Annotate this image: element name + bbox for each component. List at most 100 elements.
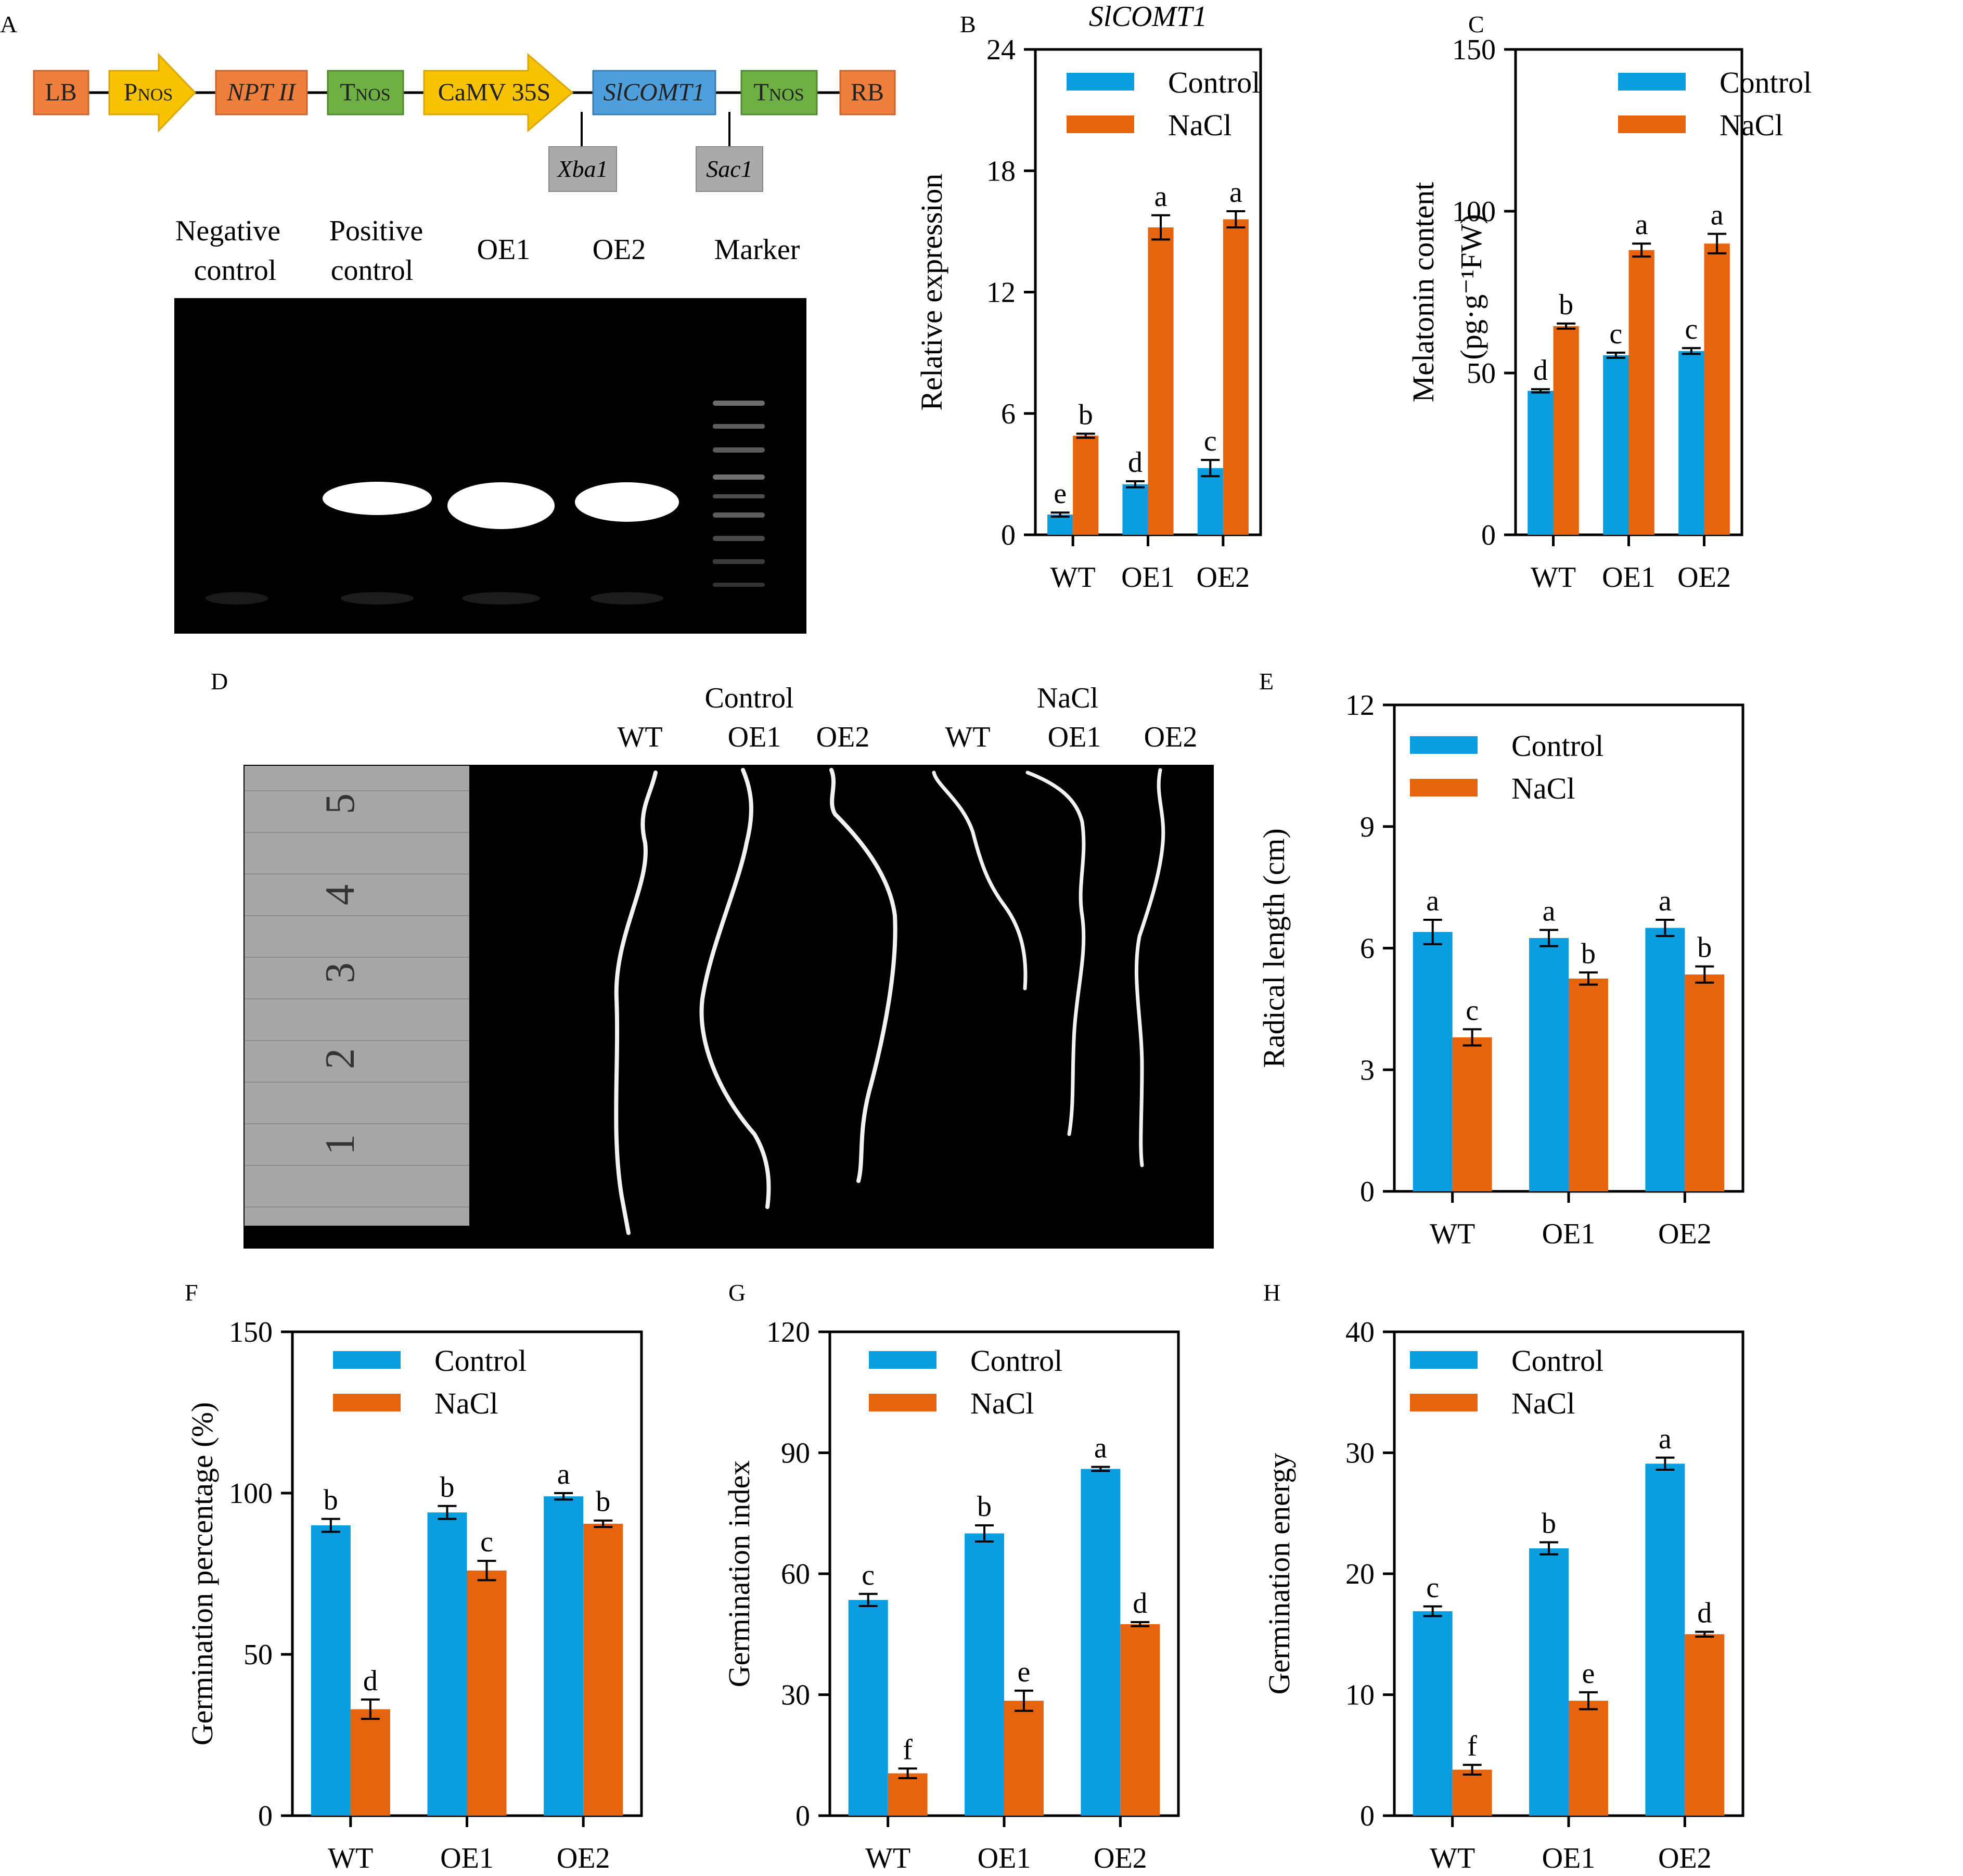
y-tick-label: 0 bbox=[1360, 1800, 1375, 1832]
ruler-mark-4: 4 bbox=[317, 884, 363, 905]
y-tick-label: 30 bbox=[1345, 1437, 1375, 1470]
bar-control-oe2 bbox=[1081, 1469, 1121, 1816]
significance-letter: b bbox=[596, 1486, 610, 1518]
panel-label-b: B bbox=[960, 11, 976, 37]
gel-band-positive bbox=[323, 482, 432, 515]
y-tick-label: 6 bbox=[1001, 398, 1016, 430]
legend-swatch-control bbox=[1410, 1351, 1478, 1369]
construct-lb-label: LB bbox=[45, 79, 76, 106]
x-tick-label: WT bbox=[865, 1842, 910, 1874]
x-tick-label: WT bbox=[1050, 561, 1096, 594]
significance-letter: e bbox=[1054, 478, 1067, 510]
bar-nacl-oe2 bbox=[1120, 1624, 1160, 1816]
panel-label-e: E bbox=[1259, 668, 1274, 695]
root-nacl-oe1 bbox=[1025, 770, 1086, 1136]
ruler-mark-5: 5 bbox=[317, 793, 363, 814]
significance-letter: f bbox=[1467, 1730, 1477, 1762]
chart-g-germination-index: G 0 30 60 90 120 Germination index WT c f OE1 b e OE2… bbox=[722, 1279, 1180, 1874]
significance-letter: e bbox=[1018, 1656, 1031, 1688]
panel-label-a: A bbox=[0, 11, 17, 37]
chart-c-melatonin-content: C 0 50 100 150 Melatonin content (pg·g⁻¹FW) WT d… bbox=[1406, 11, 1812, 594]
significance-letter: a bbox=[1229, 176, 1242, 209]
y-axis-label: Germination index bbox=[722, 1460, 756, 1688]
y-tick-label: 0 bbox=[1001, 519, 1016, 551]
construct-camv35s-label: CaMV 35S bbox=[438, 79, 551, 106]
bar-nacl-wt bbox=[888, 1773, 928, 1816]
y-tick-label: 50 bbox=[243, 1639, 273, 1671]
legend-swatch-nacl bbox=[869, 1394, 936, 1411]
significance-letter: c bbox=[1204, 425, 1217, 457]
seedling-label-control-oe2: OE2 bbox=[816, 721, 870, 753]
construct-pnos-label: PNOS bbox=[124, 79, 173, 106]
bar-nacl-oe1 bbox=[1004, 1701, 1044, 1816]
bar-control-wt bbox=[1413, 932, 1453, 1191]
y-tick-label: 0 bbox=[1360, 1176, 1375, 1208]
construct-tnos-1 bbox=[327, 70, 404, 115]
y-axis-label: Melatonin content bbox=[1406, 182, 1440, 403]
y-tick-label: 90 bbox=[781, 1437, 810, 1470]
legend-label-nacl: NaCl bbox=[1720, 108, 1783, 142]
legend-swatch-nacl bbox=[1410, 779, 1478, 796]
significance-letter: a bbox=[1426, 885, 1439, 917]
significance-letter: b bbox=[1559, 289, 1573, 321]
legend-label-control: Control bbox=[434, 1344, 527, 1378]
y-tick-label: 60 bbox=[781, 1558, 810, 1590]
gel-lane-label-oe2: OE2 bbox=[593, 234, 646, 266]
root-control-wt bbox=[614, 770, 658, 1235]
legend-label-control: Control bbox=[1511, 1344, 1603, 1378]
legend-label-control: Control bbox=[1511, 729, 1603, 763]
bar-control-oe2 bbox=[1197, 468, 1223, 535]
y-tick-label: 18 bbox=[986, 155, 1016, 187]
seedling-label-control-wt: WT bbox=[617, 721, 662, 753]
y-tick-label: 3 bbox=[1360, 1054, 1375, 1086]
construct-slcomt1 bbox=[592, 70, 716, 115]
legend-label-control: Control bbox=[970, 1344, 1062, 1378]
legend-swatch-control bbox=[1067, 73, 1134, 91]
bar-nacl-oe1 bbox=[1628, 250, 1654, 535]
ruler-mark-2: 2 bbox=[317, 1048, 363, 1069]
y-axis-label: Radical length (cm) bbox=[1257, 828, 1291, 1068]
x-tick-label: OE2 bbox=[1197, 561, 1250, 594]
group-label-nacl: NaCl bbox=[1037, 682, 1098, 714]
construct-lb bbox=[33, 70, 89, 115]
site-sac1 bbox=[696, 146, 763, 192]
significance-letter: c bbox=[1426, 1572, 1439, 1604]
y-tick-label: 150 bbox=[1452, 34, 1496, 66]
x-tick-label: OE2 bbox=[1658, 1218, 1712, 1250]
y-tick-label: 0 bbox=[258, 1800, 273, 1832]
legend-swatch-nacl bbox=[1067, 115, 1134, 133]
bar-control-oe2 bbox=[544, 1496, 584, 1816]
bar-nacl-oe1 bbox=[1569, 1701, 1608, 1816]
y-tick-label: 10 bbox=[1345, 1679, 1375, 1712]
construct-pnos-arrow bbox=[108, 53, 197, 133]
x-tick-label: OE2 bbox=[1677, 561, 1731, 594]
construct-camv35s-arrow bbox=[423, 53, 574, 133]
bar-control-wt bbox=[311, 1525, 351, 1816]
x-tick-label: OE2 bbox=[1658, 1842, 1712, 1874]
site-sac1-label: Sac1 bbox=[706, 156, 752, 182]
bar-control-oe2 bbox=[1645, 1463, 1685, 1816]
significance-letter: c bbox=[480, 1526, 493, 1558]
panel-d: D Control NaCl WT OE1 OE2 WT OE1 OE2 5 4… bbox=[211, 668, 1214, 1249]
significance-letter: a bbox=[557, 1458, 570, 1490]
significance-letter: d bbox=[1133, 1587, 1147, 1620]
legend-swatch-nacl bbox=[333, 1394, 401, 1411]
y-tick-label: 12 bbox=[986, 277, 1016, 309]
significance-letter: f bbox=[903, 1733, 913, 1766]
panel-label-d: D bbox=[211, 668, 228, 695]
legend-label-nacl: NaCl bbox=[1168, 108, 1231, 142]
construct-tnos-2 bbox=[740, 70, 818, 115]
significance-letter: d bbox=[1697, 1597, 1712, 1629]
bar-control-oe2 bbox=[1645, 928, 1685, 1191]
construct-nptii bbox=[215, 70, 308, 115]
bar-control-oe1 bbox=[1122, 484, 1148, 535]
legend-label-control: Control bbox=[1168, 66, 1260, 99]
y-axis-label-units: (pg·g⁻¹FW) bbox=[1454, 214, 1488, 360]
gel-image bbox=[174, 298, 806, 634]
x-tick-label: OE1 bbox=[1121, 561, 1175, 594]
root-nacl-wt bbox=[932, 770, 1028, 991]
y-tick-label: 150 bbox=[229, 1316, 273, 1348]
construct-slcomt1-label: SlCOMT1 bbox=[604, 79, 705, 106]
